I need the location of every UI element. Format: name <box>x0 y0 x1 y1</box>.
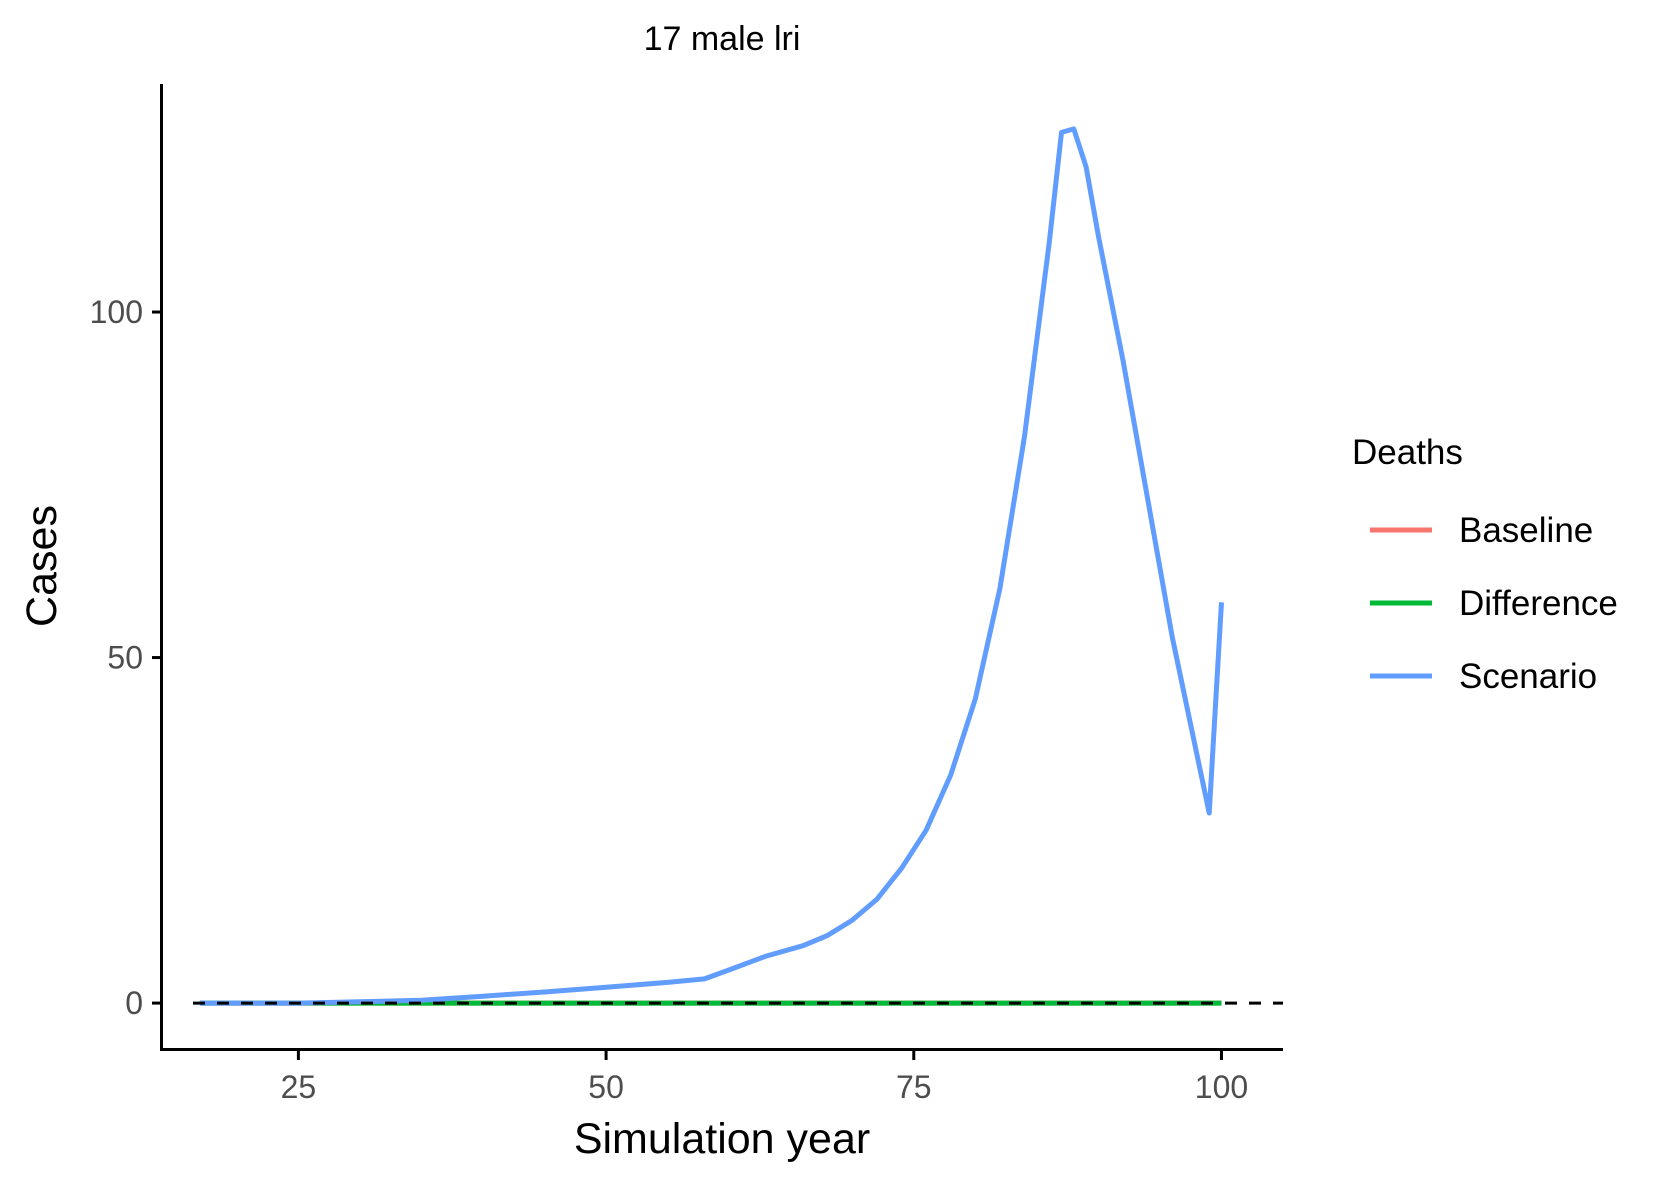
series-lines <box>199 126 1224 1006</box>
series-line-scenario <box>199 126 1224 1006</box>
legend: Deaths Baseline Difference Scenario <box>1352 433 1618 696</box>
x-axis-ticks: 25 50 75 100 <box>281 1051 1248 1105</box>
x-tick-label: 75 <box>896 1069 932 1105</box>
x-tick-label: 100 <box>1195 1069 1248 1105</box>
legend-label-difference: Difference <box>1459 584 1618 623</box>
x-tick-label: 25 <box>281 1069 317 1105</box>
x-tick-label: 50 <box>588 1069 624 1105</box>
legend-label-scenario: Scenario <box>1459 657 1597 696</box>
y-axis-title: Cases <box>18 505 66 627</box>
y-tick-label: 50 <box>107 640 143 676</box>
x-axis-title: Simulation year <box>574 1115 870 1163</box>
y-tick-label: 0 <box>125 985 143 1021</box>
legend-title: Deaths <box>1352 433 1463 472</box>
chart-title: 17 male lri <box>644 20 801 58</box>
y-tick-label: 100 <box>90 294 143 330</box>
legend-label-baseline: Baseline <box>1459 511 1593 550</box>
legend-entries: Baseline Difference Scenario <box>1370 511 1618 696</box>
y-axis-ticks: 0 50 100 <box>90 294 161 1021</box>
